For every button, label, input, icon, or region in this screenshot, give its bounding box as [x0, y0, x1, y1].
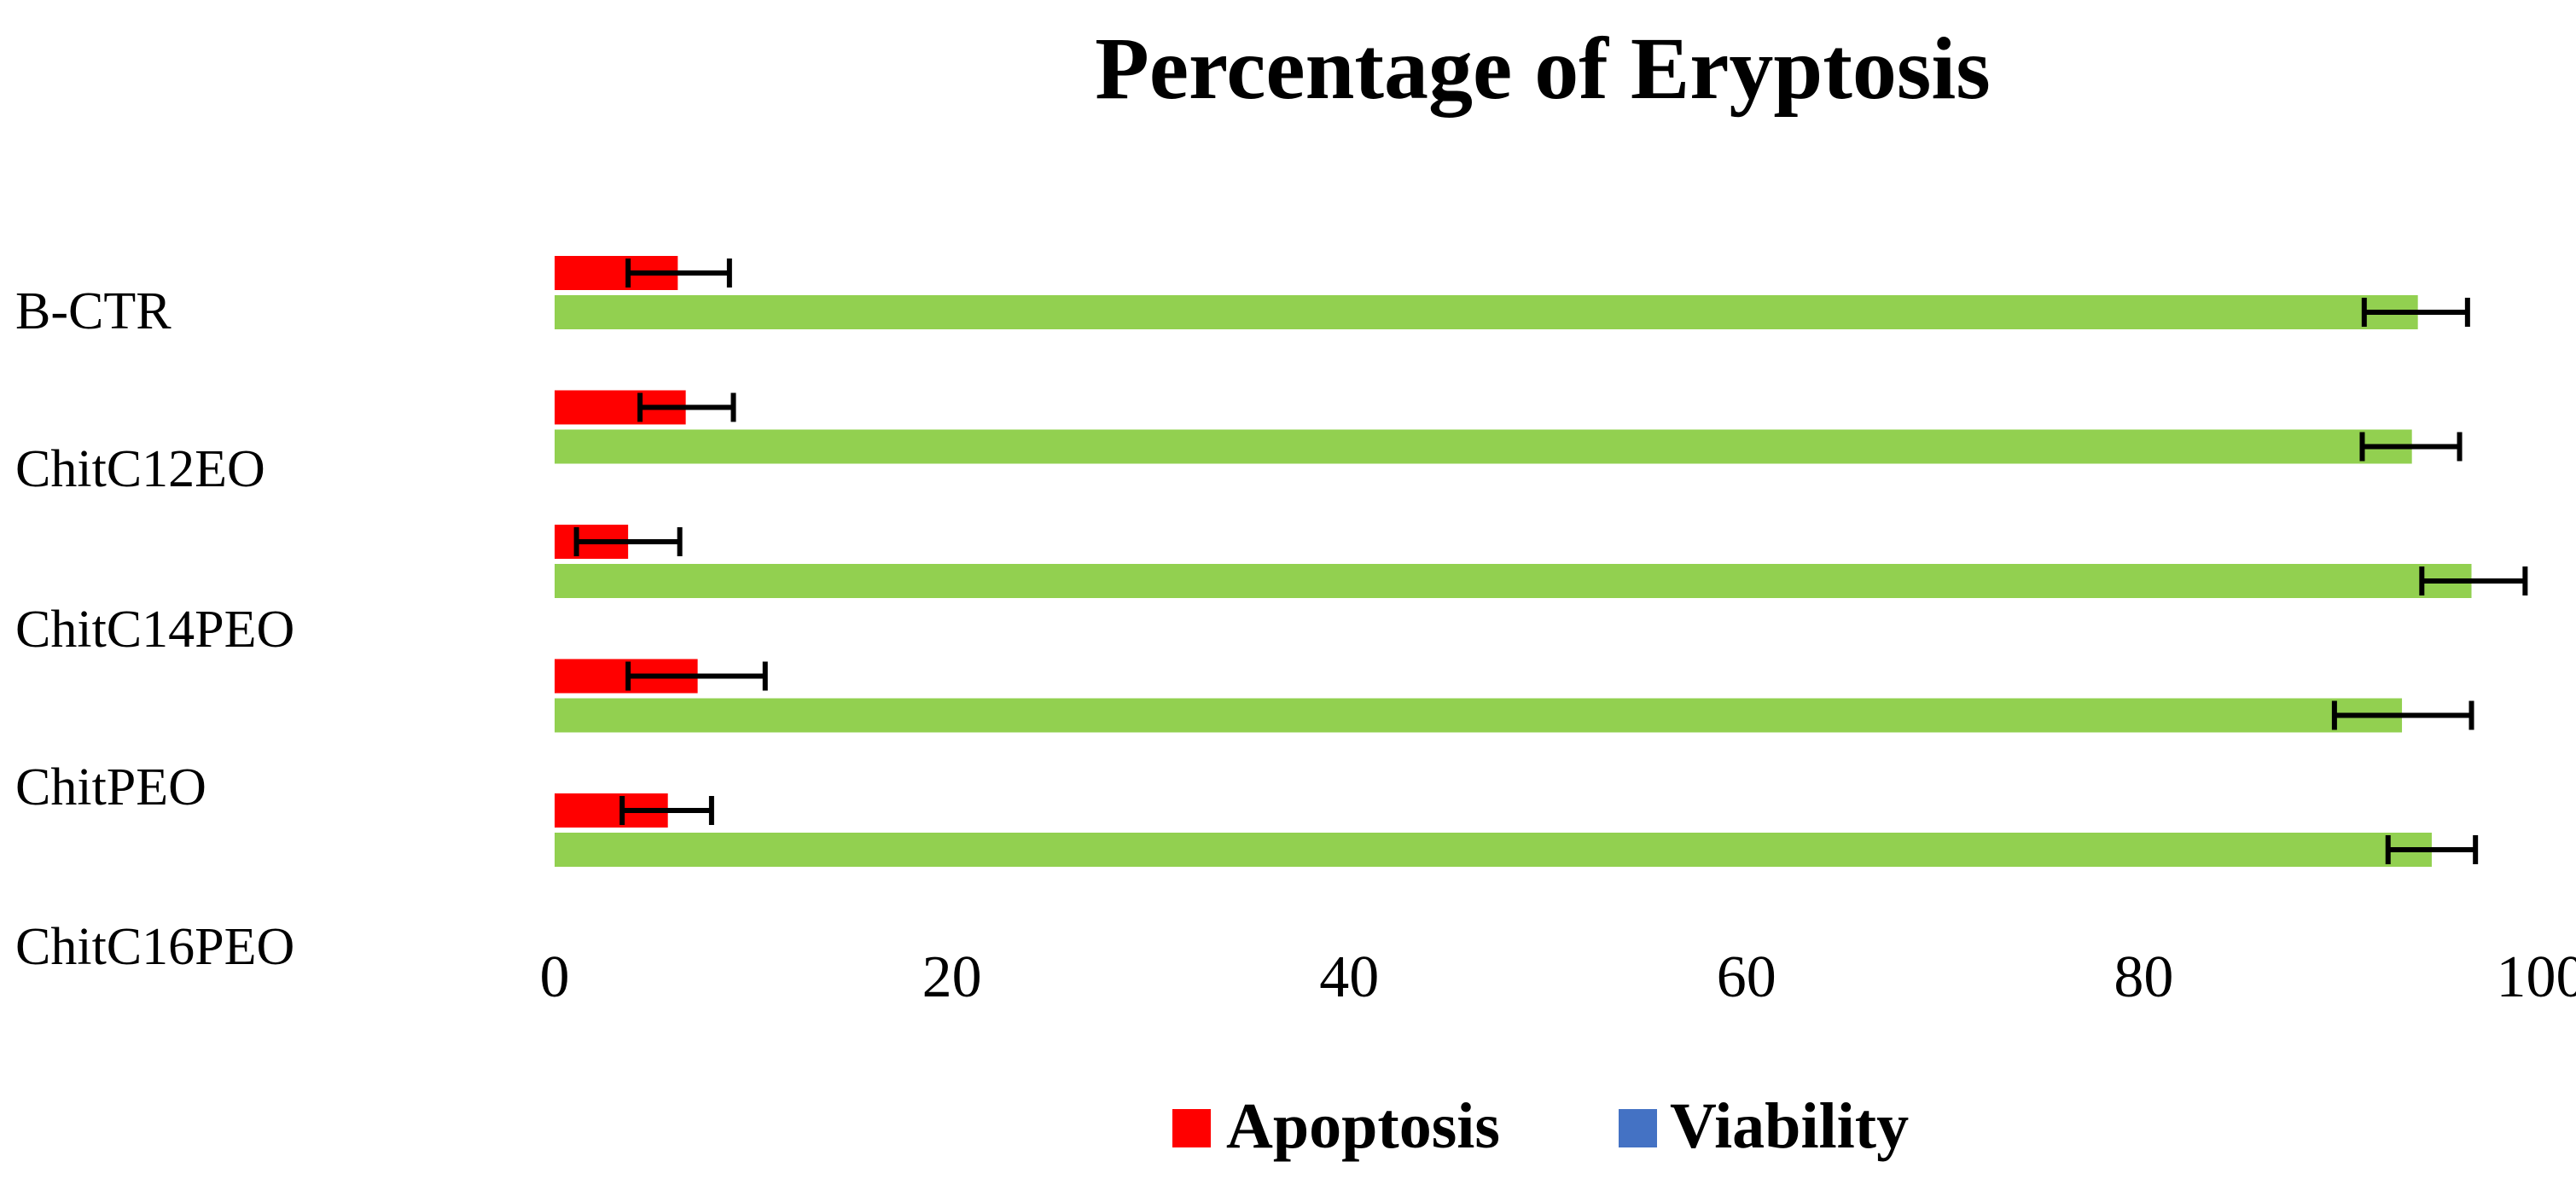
category-label: ChitC16PEO — [15, 918, 294, 976]
viability-bar — [555, 295, 2418, 329]
x-axis-tick-labels: 0 20 40 60 80 100 — [540, 944, 2576, 1010]
viability-bar — [555, 564, 2472, 598]
viability-bar — [555, 833, 2432, 867]
errorbars-layer — [577, 258, 2526, 864]
chart-title: Percentage of Eryptosis — [1095, 20, 1990, 118]
x-tick-label: 20 — [922, 944, 982, 1010]
legend-label: Viability — [1670, 1090, 1909, 1162]
legend-swatch — [1172, 1109, 1211, 1147]
x-tick-label: 80 — [2114, 944, 2173, 1010]
legend-item-viability: Viability — [1619, 1090, 1909, 1162]
legend: Apoptosis Viability — [1172, 1090, 1909, 1162]
x-tick-label: 40 — [1319, 944, 1379, 1010]
viability-bar — [555, 699, 2402, 733]
legend-swatch — [1619, 1109, 1657, 1147]
legend-item-apoptosis: Apoptosis — [1172, 1090, 1500, 1162]
x-tick-label: 0 — [540, 944, 570, 1010]
x-tick-label: 60 — [1717, 944, 1776, 1010]
bars-layer — [555, 256, 2472, 867]
category-label: ChitC12EO — [15, 440, 265, 498]
legend-label: Apoptosis — [1226, 1090, 1500, 1162]
category-labels: B-CTR ChitC12EO ChitC14PEO ChitPEO ChitC16PE… — [15, 282, 294, 976]
category-label: ChitPEO — [15, 758, 206, 816]
category-label: B-CTR — [15, 282, 172, 340]
x-tick-label: 100 — [2497, 944, 2576, 1010]
viability-bar — [555, 430, 2412, 464]
category-label: ChitC14PEO — [15, 601, 294, 659]
